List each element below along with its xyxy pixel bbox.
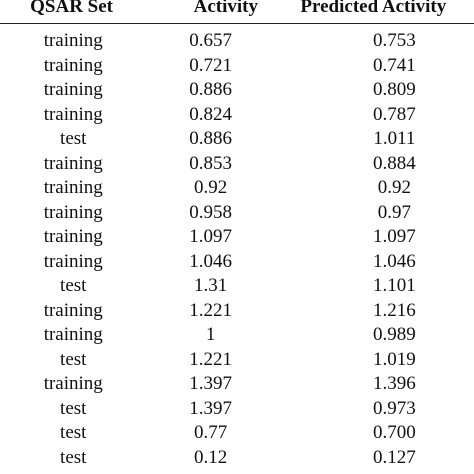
cell-activity: 1.097: [189, 226, 232, 248]
cell-qsar-set: test: [60, 397, 87, 419]
cell-predicted-activity: 1.019: [372, 348, 416, 370]
cell-predicted-activity: 0.973: [372, 397, 416, 419]
table-row: training 1 0.989: [0, 323, 474, 348]
table-row: training 0.657 0.753: [0, 29, 474, 54]
cell-qsar-set: test: [60, 446, 87, 468]
cell-activity: 1.221: [189, 348, 232, 370]
cell-predicted-activity: 0.753: [372, 30, 416, 52]
cell-activity: 0.958: [189, 201, 232, 223]
table-row: test 0.886 1.011: [0, 127, 474, 152]
table-row: training 1.221 1.216: [0, 299, 474, 324]
cell-activity: 1.31: [193, 275, 228, 297]
table-header-row: QSAR Set Activity Predicted Activity: [0, 0, 474, 24]
cell-predicted-activity: 0.127: [372, 446, 416, 468]
cell-activity: 0.853: [189, 152, 232, 174]
cell-qsar-set: test: [60, 128, 87, 150]
table-row: training 0.92 0.92: [0, 176, 474, 201]
cell-predicted-activity: 0.92: [377, 177, 411, 199]
cell-activity: 0.721: [189, 54, 232, 76]
cell-predicted-activity: 1.216: [372, 299, 416, 321]
table-row: training 0.721 0.741: [0, 54, 474, 79]
cell-qsar-set: training: [43, 250, 103, 272]
cell-predicted-activity: 1.396: [372, 373, 416, 395]
cell-activity: 0.886: [189, 79, 232, 101]
table-row: training 1.046 1.046: [0, 250, 474, 275]
table-row: training 1.397 1.396: [0, 372, 474, 397]
cell-predicted-activity: 1.097: [372, 226, 416, 248]
cell-qsar-set: training: [43, 103, 103, 125]
cell-activity: 0.824: [189, 103, 232, 125]
table-row: training 0.853 0.884: [0, 152, 474, 177]
cell-qsar-set: training: [43, 79, 103, 101]
cell-activity: 0.657: [189, 30, 232, 52]
table-row: training 0.958 0.97: [0, 201, 474, 226]
cell-qsar-set: training: [43, 152, 103, 174]
cell-predicted-activity: 0.809: [372, 79, 416, 101]
table-row: test 0.12 0.127: [0, 446, 474, 471]
cell-predicted-activity: 0.97: [377, 201, 411, 223]
header-activity: Activity: [193, 0, 258, 17]
cell-qsar-set: training: [43, 324, 103, 346]
cell-activity: 1.046: [189, 250, 232, 272]
cell-predicted-activity: 1.101: [372, 275, 416, 297]
table-row: test 1.31 1.101: [0, 274, 474, 299]
cell-qsar-set: training: [43, 299, 103, 321]
table-body: training 0.657 0.753 training 0.721 0.741 trai…: [0, 24, 474, 470]
cell-activity: 0.92: [193, 177, 228, 199]
cell-activity: 1.397: [189, 373, 232, 395]
header-predicted-activity: Predicted Activity: [300, 0, 447, 17]
table-row: training 0.824 0.787: [0, 103, 474, 128]
cell-qsar-set: training: [43, 54, 103, 76]
cell-activity: 1.397: [189, 397, 232, 419]
table-row: training 0.886 0.809: [0, 78, 474, 103]
cell-qsar-set: test: [60, 422, 87, 444]
cell-activity: 1.221: [189, 299, 232, 321]
table-row: test 1.221 1.019: [0, 348, 474, 373]
cell-predicted-activity: 1.046: [372, 250, 416, 272]
cell-qsar-set: training: [43, 373, 103, 395]
cell-qsar-set: training: [43, 177, 103, 199]
cell-predicted-activity: 0.741: [372, 54, 416, 76]
cell-predicted-activity: 0.700: [372, 422, 416, 444]
cell-activity: 1: [205, 324, 216, 346]
cell-activity: 0.886: [189, 128, 232, 150]
cell-activity: 0.77: [193, 422, 228, 444]
cell-qsar-set: test: [60, 348, 87, 370]
header-qsar-set: QSAR Set: [30, 0, 114, 17]
cell-qsar-set: test: [60, 275, 87, 297]
cell-activity: 0.12: [193, 446, 228, 468]
cell-qsar-set: training: [43, 30, 103, 52]
table-row: test 1.397 0.973: [0, 397, 474, 422]
table-row: training 1.097 1.097: [0, 225, 474, 250]
cell-predicted-activity: 0.989: [372, 324, 416, 346]
cell-predicted-activity: 1.011: [373, 128, 416, 150]
cell-predicted-activity: 0.884: [372, 152, 416, 174]
cell-predicted-activity: 0.787: [372, 103, 416, 125]
cell-qsar-set: training: [43, 201, 103, 223]
table-row: test 0.77 0.700: [0, 421, 474, 446]
cell-qsar-set: training: [43, 226, 103, 248]
